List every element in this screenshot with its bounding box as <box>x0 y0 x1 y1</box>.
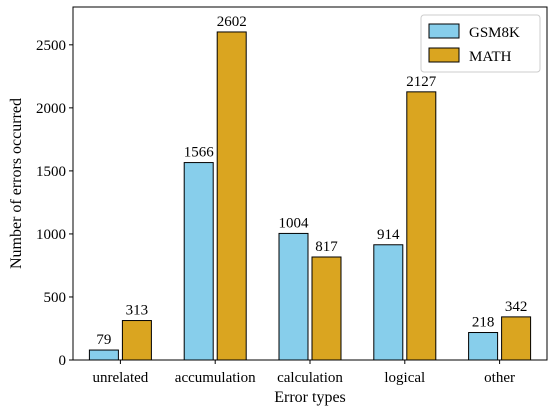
bar-math-logical <box>406 91 437 361</box>
legend-label-math: MATH <box>469 49 512 65</box>
x-axis-ticks: unrelated accumulation calculation logical o… <box>92 360 515 386</box>
x-tick-label-calculation: calculation <box>277 370 343 386</box>
y-tick-label-2500: 2500 <box>36 38 66 54</box>
data-label-gsm8k-accumulation: 1566 <box>184 145 215 161</box>
x-tick-label-unrelated: unrelated <box>92 370 148 386</box>
y-tick-label-1500: 1500 <box>36 164 66 180</box>
legend-swatch-gsm8k <box>428 23 460 39</box>
legend-label-gsm8k: GSM8K <box>469 25 520 41</box>
data-labels-group: 79 313 1566 2602 1004 817 914 2127 218 342 <box>96 14 527 348</box>
data-label-gsm8k-logical: 914 <box>377 227 400 243</box>
y-axis-title: Number of errors occurred <box>8 98 25 269</box>
legend: GSM8K MATH <box>420 14 541 73</box>
x-axis-title: Error types <box>274 389 346 406</box>
x-tick-label-logical: logical <box>384 370 425 386</box>
bar-gsm8k-logical <box>373 244 404 361</box>
data-label-math-accumulation: 2602 <box>217 14 247 30</box>
data-label-math-other: 342 <box>505 299 528 315</box>
y-tick-label-2000: 2000 <box>36 101 66 117</box>
bar-math-unrelated <box>121 320 152 361</box>
data-label-gsm8k-other: 218 <box>472 315 495 331</box>
bar-math-other <box>501 316 532 361</box>
bars-group <box>88 31 532 361</box>
data-label-math-unrelated: 313 <box>126 303 149 319</box>
y-tick-label-500: 500 <box>44 290 67 306</box>
plot-frame <box>72 6 548 361</box>
x-tick-label-accumulation: accumulation <box>175 370 256 386</box>
data-label-gsm8k-calculation: 1004 <box>279 215 310 231</box>
bar-gsm8k-other <box>468 332 499 361</box>
bar-gsm8k-calculation <box>278 232 309 361</box>
bar-math-accumulation <box>216 31 247 361</box>
data-label-gsm8k-unrelated: 79 <box>96 332 111 348</box>
legend-swatch-math <box>428 47 460 63</box>
data-label-math-calculation: 817 <box>315 239 338 255</box>
bar-gsm8k-accumulation <box>183 162 214 361</box>
x-tick-label-other: other <box>484 370 515 386</box>
y-tick-label-0: 0 <box>59 353 67 369</box>
y-axis-ticks: 0 500 1000 1500 2000 2500 <box>36 38 73 369</box>
bar-math-calculation <box>311 256 342 361</box>
data-label-math-logical: 2127 <box>406 74 437 90</box>
bar-gsm8k-unrelated <box>88 349 119 361</box>
y-tick-label-1000: 1000 <box>36 227 66 243</box>
